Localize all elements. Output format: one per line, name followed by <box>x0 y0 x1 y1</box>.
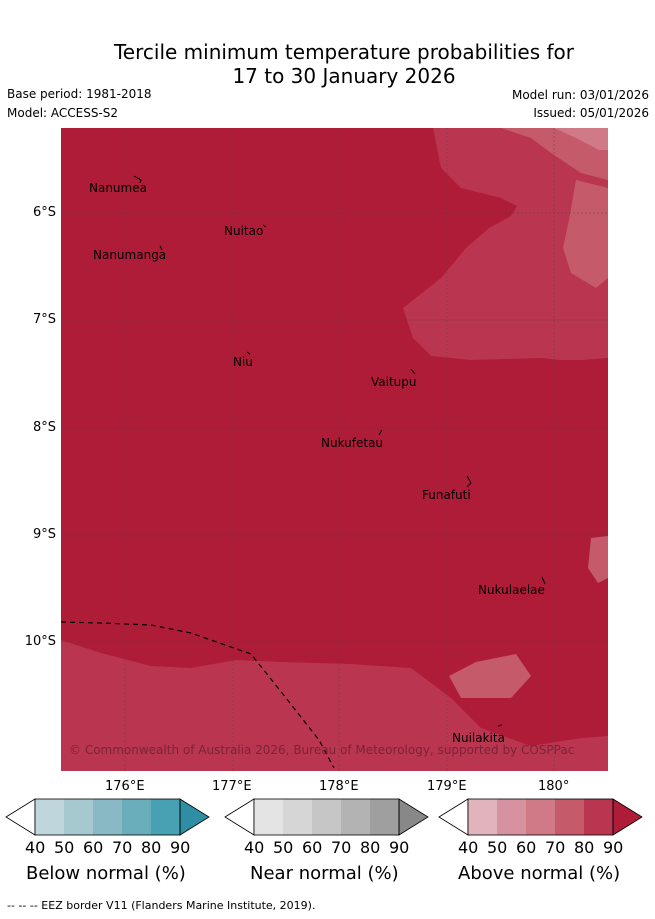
lat-label-6s: 6°S <box>32 205 56 220</box>
map-title: Tercile minimum temperature probabilitie… <box>0 40 655 88</box>
gridlines <box>61 128 608 771</box>
below-tick-60: 60 <box>83 838 104 857</box>
below-tick-90: 90 <box>170 838 191 857</box>
colorbar-near-bin-2 <box>283 799 312 835</box>
above-tick-70: 70 <box>545 838 566 857</box>
colorbar-above-bin-2 <box>497 799 526 835</box>
place-nukufetau: Nukufetau <box>321 436 384 450</box>
colorbar-above-title: Above normal (%) <box>458 863 621 884</box>
colorbar-above-bin-5 <box>584 799 613 835</box>
lat-label-9s: 9°S <box>32 527 56 542</box>
colorbar-below-bin-3 <box>93 799 122 835</box>
near-tick-40: 40 <box>244 838 265 857</box>
lat-label-8s: 8°S <box>32 420 56 435</box>
colorbar-near-upper-extend <box>398 798 429 836</box>
colorbar-below-upper-extend <box>179 798 210 836</box>
colorbar-near-bin-1 <box>254 799 283 835</box>
place-vaitupu: Vaitupu <box>371 375 417 389</box>
issued-date: Issued: 05/01/2026 <box>533 106 649 120</box>
map-shading <box>61 128 608 771</box>
lat-label-7s: 7°S <box>32 312 56 327</box>
colorbars <box>5 798 643 836</box>
above-tick-60: 60 <box>516 838 537 857</box>
colorbar-below <box>5 798 210 836</box>
place-nanumea: Nanumea <box>89 181 147 195</box>
place-funafuti: Funafuti <box>422 488 471 502</box>
lon-label-177e: 177°E <box>212 779 252 794</box>
colorbar-above <box>438 798 643 836</box>
place-nukulaelae: Nukulaelae <box>478 583 545 597</box>
below-tick-70: 70 <box>112 838 133 857</box>
model-run: Model run: 03/01/2026 <box>511 88 649 102</box>
above-tick-80: 80 <box>574 838 595 857</box>
place-nuilakita: Nuilakita <box>452 731 505 745</box>
colorbar-below-lower-extend <box>5 798 36 836</box>
eez-footnote: -- -- -- EEZ border V11 (Flanders Marine… <box>7 899 316 912</box>
colorbar-below-title: Below normal (%) <box>26 863 186 884</box>
map-area <box>61 128 608 771</box>
lon-label-176e: 176°E <box>105 779 145 794</box>
colorbar-near-title: Near normal (%) <box>250 863 399 884</box>
lon-label-178e: 178°E <box>319 779 359 794</box>
lat-label-10s: 10°S <box>24 634 56 649</box>
shade-patch-east <box>588 536 608 583</box>
shade-region-corner-light <box>554 128 608 150</box>
colorbar-near-bin-4 <box>341 799 370 835</box>
lon-label-179e: 179°E <box>427 779 467 794</box>
above-tick-40: 40 <box>458 838 479 857</box>
title-line-2: 17 to 30 January 2026 <box>232 64 456 88</box>
below-tick-80: 80 <box>141 838 162 857</box>
title-line-1: Tercile minimum temperature probabilitie… <box>113 40 575 64</box>
colorbar-near-bin-5 <box>370 799 399 835</box>
below-tick-50: 50 <box>54 838 75 857</box>
near-tick-70: 70 <box>331 838 352 857</box>
copyright-notice: © Commonwealth of Australia 2026, Bureau… <box>69 743 575 757</box>
colorbar-near <box>224 798 429 836</box>
colorbar-near-lower-extend <box>224 798 255 836</box>
colorbar-below-bin-1 <box>35 799 64 835</box>
eez-border <box>61 621 335 769</box>
near-tick-80: 80 <box>360 838 381 857</box>
place-niu: Niu <box>233 355 253 369</box>
colorbar-above-bin-3 <box>526 799 555 835</box>
above-tick-50: 50 <box>487 838 508 857</box>
place-nanumanga: Nanumanga <box>93 248 167 262</box>
colorbar-below-bin-4 <box>122 799 151 835</box>
above-tick-90: 90 <box>603 838 624 857</box>
base-period: Base period: 1981-2018 <box>7 87 152 101</box>
place-nuitao: Nuitao <box>224 224 264 238</box>
near-tick-90: 90 <box>389 838 410 857</box>
model-name: Model: ACCESS-S2 <box>7 106 119 120</box>
colorbar-below-bin-5 <box>151 799 180 835</box>
shade-region-south <box>61 640 608 771</box>
near-tick-50: 50 <box>273 838 294 857</box>
near-tick-60: 60 <box>302 838 323 857</box>
colorbar-above-bin-4 <box>555 799 584 835</box>
colorbar-near-bin-3 <box>312 799 341 835</box>
colorbar-below-bin-2 <box>64 799 93 835</box>
shade-region-corner <box>501 128 608 180</box>
shade-region-upper-right <box>403 128 608 360</box>
shade-patch-south <box>449 654 531 698</box>
shade-region-east <box>563 180 608 288</box>
colorbar-above-lower-extend <box>438 798 469 836</box>
colorbar-above-bin-1 <box>468 799 497 835</box>
colorbar-above-upper-extend <box>612 798 643 836</box>
lon-label-180: 180° <box>538 779 570 794</box>
island-outlines <box>133 175 546 727</box>
below-tick-40: 40 <box>25 838 46 857</box>
